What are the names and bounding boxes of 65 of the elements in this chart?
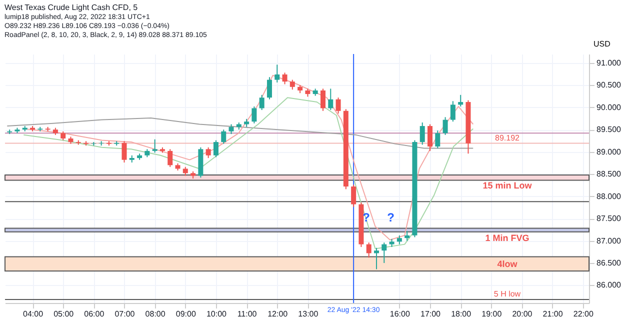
y-tick-label: 88.500: [596, 170, 622, 179]
x-tick-label: 12:00: [268, 310, 288, 318]
ref-line-label: 89.192: [495, 133, 520, 142]
y-tick-label: 86.000: [596, 280, 622, 290]
candlestick: [290, 79, 295, 90]
x-tick-label: 10:00: [206, 310, 228, 318]
candlestick: [374, 247, 379, 270]
candlestick: [274, 64, 280, 83]
candlestick: [152, 138, 158, 154]
candlestick: [458, 94, 464, 107]
y-tick-label: 87.000: [596, 236, 622, 246]
candlestick: [366, 242, 372, 258]
ref-line-label: 5 H low: [494, 289, 521, 298]
x-tick-label: 19:00: [482, 310, 502, 318]
y-tick-label: 89.500: [596, 125, 622, 134]
candlestick: [428, 124, 433, 152]
candlestick: [435, 130, 440, 149]
candlestick: [213, 140, 218, 158]
band-label: 15 min Low: [482, 180, 533, 191]
x-tick-label: 07:00: [114, 310, 136, 318]
x-tick-label: 22:00: [573, 310, 594, 318]
candlestick: [168, 148, 173, 168]
band-label: 4low: [497, 258, 518, 269]
annotation: ?: [387, 210, 394, 225]
candlestick: [266, 76, 272, 100]
band-label: 1 Min FVG: [485, 233, 530, 244]
y-tick-label: 87.500: [596, 214, 622, 224]
candlestick: [404, 230, 410, 242]
line-series: [6, 118, 474, 149]
y-tick-label: 90.000: [596, 102, 622, 112]
x-tick-label: 13:00: [298, 310, 319, 318]
y-tick-label: 91.000: [596, 58, 622, 68]
candlestick: [442, 116, 448, 136]
candlestick: [252, 106, 257, 124]
candlestick: [282, 72, 288, 85]
y-tick-label: 90.500: [596, 80, 622, 90]
candlestick: [320, 88, 326, 112]
candlestick: [336, 97, 341, 114]
x-tick-label: 11:00: [237, 310, 258, 318]
x-tick-label: 08:00: [145, 310, 166, 318]
y-axis-title: USD: [594, 40, 611, 48]
x-tick-label: 09:00: [176, 310, 196, 318]
y-tick-label: 89.000: [596, 147, 622, 156]
x-tick-label: 18:00: [451, 310, 472, 318]
x-tick-label: 06:00: [84, 310, 105, 318]
candlestick: [206, 146, 211, 159]
candlestick: [228, 124, 234, 135]
x-tick-label: 04:00: [23, 310, 44, 318]
candlestick: [221, 129, 226, 144]
candlestick: [328, 88, 334, 111]
x-tick-label: 17:00: [420, 310, 442, 318]
y-tick-label: 86.500: [596, 258, 622, 268]
x-tick-label: 20:00: [512, 310, 533, 318]
chart-title: West Texas Crude Light Cash CFD, 5: [4, 3, 138, 12]
candlestick: [351, 184, 356, 208]
candlestick: [259, 94, 264, 111]
line-series: [23, 97, 474, 250]
candlestick: [382, 242, 387, 264]
x-tick-label: 05:00: [54, 310, 74, 318]
candlestick: [420, 122, 425, 146]
x-tick-label: 21:00: [542, 310, 564, 318]
candlestick: [450, 100, 456, 122]
x-tick-label: 16:00: [390, 310, 410, 318]
candlestick: [122, 140, 127, 163]
y-tick-label: 88.000: [596, 192, 622, 201]
